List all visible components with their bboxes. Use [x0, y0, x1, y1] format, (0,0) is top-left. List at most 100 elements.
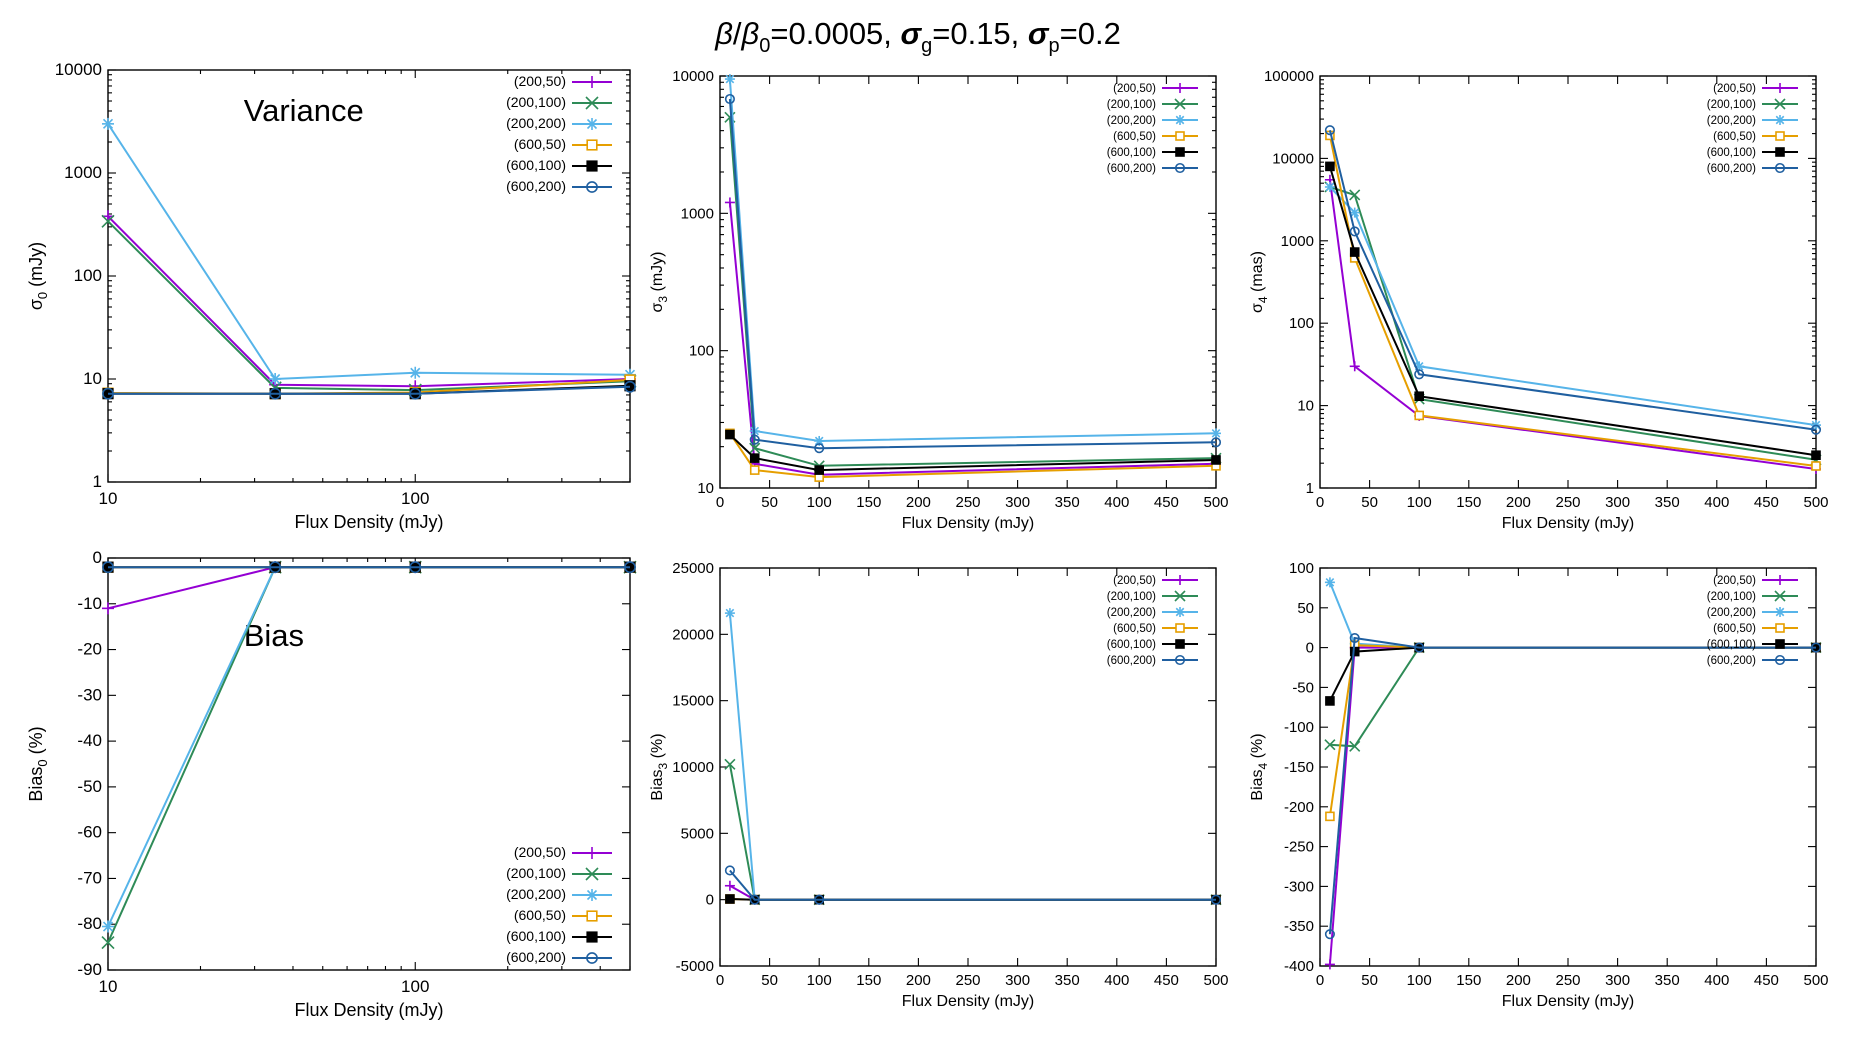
data-point [1414, 410, 1424, 421]
legend-label: (200,50) [1713, 83, 1756, 95]
legend-marker [1174, 590, 1186, 602]
data-point [814, 465, 825, 475]
x-axis-label: Flux Density (mJy) [1502, 515, 1634, 532]
data-point [1324, 577, 1335, 588]
x-tick-label: 350 [1055, 972, 1080, 989]
x-tick-label: 100 [1407, 494, 1432, 511]
data-point [1349, 207, 1360, 218]
legend-marker [585, 96, 599, 110]
y-tick-label: -90 [77, 960, 102, 979]
legend-marker [586, 118, 598, 130]
legend-label: (600,50) [1713, 131, 1756, 143]
data-point [725, 429, 735, 440]
data-point [624, 561, 636, 574]
y-axis-label: Bias4 (%) [1249, 733, 1270, 800]
legend-marker [1175, 147, 1185, 157]
data-point [1325, 161, 1335, 172]
data-point [1210, 894, 1222, 905]
x-tick-label: 300 [1005, 972, 1030, 989]
y-tick-label: -10 [77, 594, 102, 613]
series-line-(200,50) [728, 202, 1217, 476]
data-point [102, 561, 114, 574]
legend-label: (200,200) [1107, 607, 1156, 619]
y-tick-label: 1 [93, 472, 102, 491]
data-point [269, 387, 282, 400]
legend-label: (200,200) [506, 886, 566, 902]
panel-bias4: 0 50 100 150 200 250 300 350 400 450 500100500-50-… [1249, 560, 1829, 1010]
y-tick-label: 10000 [672, 759, 714, 776]
x-tick-label: 200 [1506, 972, 1531, 989]
x-tick-label: 150 [856, 494, 881, 511]
legend-marker [1774, 654, 1786, 666]
series-line-(200,200) [1329, 186, 1817, 427]
data-point [1211, 428, 1221, 439]
series-line-(600,200) [728, 98, 1217, 450]
data-point [1210, 437, 1222, 448]
data-point [749, 434, 760, 445]
y-tick-label: 10000 [672, 68, 714, 85]
data-point [624, 380, 636, 393]
y-tick-label: -60 [77, 823, 102, 842]
y-axis-label: σ0 (mJy) [26, 242, 50, 310]
x-axis-label: Flux Density (mJy) [294, 512, 443, 532]
x-tick-label: 200 [1506, 494, 1531, 511]
y-tick-label: -150 [1284, 759, 1314, 776]
y-tick-label: 1000 [64, 163, 102, 182]
x-tick-label: 450 [1754, 972, 1779, 989]
data-point [1325, 696, 1335, 706]
y-axis-label: Bias0 (%) [26, 726, 50, 801]
x-tick-label: 200 [906, 494, 931, 511]
data-point [1811, 450, 1821, 461]
legend: (200,50) (200,100) (200,200) (600,50) (600,1… [1107, 575, 1198, 667]
legend-marker [1175, 639, 1185, 649]
data-point [269, 561, 282, 574]
legend-label: (200,50) [1113, 575, 1156, 587]
data-point [1349, 189, 1361, 201]
legend-marker [586, 910, 598, 922]
legend-label: (600,100) [1707, 147, 1756, 159]
legend-label: (600,200) [1107, 163, 1156, 175]
data-point [1349, 740, 1361, 752]
legend-marker [1775, 115, 1785, 125]
legend-label: (600,50) [1113, 131, 1156, 143]
x-tick-label: 400 [1104, 972, 1129, 989]
x-tick-label: 500 [1803, 972, 1828, 989]
legend-marker [1775, 575, 1785, 585]
y-axis-label: σ4 (mas) [1249, 251, 1270, 313]
legend-marker [586, 847, 598, 859]
legend-label: (200,50) [514, 73, 566, 89]
x-tick-label: 250 [1555, 494, 1580, 511]
x-tick-label: 400 [1704, 494, 1729, 511]
panel-sigma4: 0 50 100 150 200 250 300 350 400 450 500 1 10 100 1000… [1249, 68, 1829, 532]
series-line-(200,100) [728, 764, 1216, 901]
legend-label: (600,200) [506, 949, 566, 965]
data-point [1810, 642, 1822, 653]
legend-label: (600,100) [1107, 147, 1156, 159]
x-tick-label: 100 [807, 494, 832, 511]
series-line-(200,50) [1328, 646, 1816, 965]
x-tick-label: 500 [1203, 972, 1228, 989]
data-point [1324, 929, 1335, 940]
data-point [724, 758, 736, 770]
x-tick-label: 500 [1803, 494, 1828, 511]
y-axis-label: σ3 (mJy) [649, 252, 670, 313]
data-point [1349, 247, 1360, 257]
y-tick-label: 100 [689, 343, 714, 360]
y-tick-label: 100000 [1264, 68, 1314, 85]
data-point [1324, 739, 1336, 751]
x-tick-label: 350 [1655, 972, 1680, 989]
y-tick-label: -70 [77, 868, 102, 887]
data-point [1414, 369, 1425, 380]
series-line-(600,100) [729, 433, 1217, 472]
data-point [1325, 811, 1335, 822]
y-tick-label: 0 [93, 548, 102, 567]
data-point [1414, 391, 1424, 402]
legend-label: (600,50) [514, 907, 566, 923]
data-point [725, 894, 735, 904]
x-tick-label: 150 [856, 972, 881, 989]
data-point [1810, 424, 1822, 435]
x-tick-label: 450 [1154, 972, 1179, 989]
x-tick-label: 250 [1555, 972, 1580, 989]
series-line-(200,50) [729, 884, 1216, 901]
